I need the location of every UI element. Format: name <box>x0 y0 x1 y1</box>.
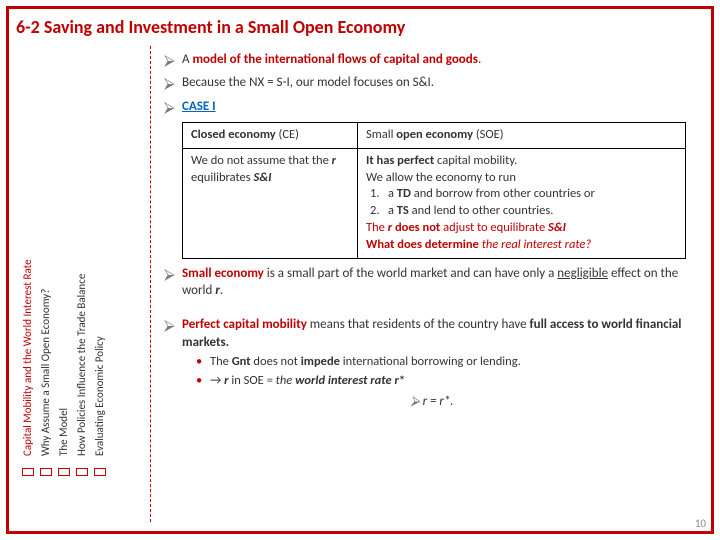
text-emph: model of the international flows of capi… <box>192 52 478 67</box>
bullet-icon: ⮚ <box>164 51 182 71</box>
bullet-text: Perfect capital mobility means that resi… <box>182 316 700 351</box>
text: Closed economy <box>191 127 276 142</box>
text: * <box>399 373 405 388</box>
bullet-row: ⮚ Because the NX = S-I, our model focuse… <box>164 74 700 94</box>
text: A <box>182 52 192 67</box>
table-row: Closed economy (CE) Small open economy (… <box>183 122 686 148</box>
text: means that residents of the country have <box>307 317 530 332</box>
sub-bullet-icon: • <box>196 373 210 390</box>
sub-bullet-text: The Gnt does not impede international bo… <box>210 354 700 371</box>
bullet-icon: ⮚ <box>410 393 419 408</box>
text: Perfect capital mobility <box>182 317 307 332</box>
text: negligible <box>557 266 608 281</box>
text: capital mobility. <box>434 153 517 168</box>
text: international borrowing or lending. <box>340 354 521 369</box>
text: open economy <box>396 127 473 142</box>
table-header-cell: Small open economy (SOE) <box>358 122 686 148</box>
bullet-text: Small economy is a small part of the wor… <box>182 265 700 300</box>
text: the real interest rate? <box>482 237 592 252</box>
text: = the <box>267 373 295 388</box>
bullet-icon: ⮚ <box>164 316 182 351</box>
bullet-text: Because the NX = S-I, our model focuses … <box>182 74 700 94</box>
text: (CE) <box>276 127 299 142</box>
text: . <box>478 52 481 67</box>
content-area: ⮚ A model of the international flows of … <box>164 48 700 410</box>
bullet-row: ⮚ Perfect capital mobility means that re… <box>164 316 700 351</box>
sidebar-item-label: Capital Mobility and the World Interest … <box>21 259 34 456</box>
table-header-cell: Closed economy (CE) <box>183 122 358 148</box>
sub-bullet: • → r in SOE = the world interest rate r… <box>196 373 700 390</box>
table-cell: We do not assume that the r equilibrates… <box>183 148 358 258</box>
bullet-icon: ⮚ <box>164 98 182 118</box>
page-number: 10 <box>695 517 706 530</box>
sidebar-box-icon <box>58 468 70 476</box>
text: a <box>388 186 397 201</box>
bullet-row: ⮚ A model of the international flows of … <box>164 51 700 71</box>
text: is a small part of the world market and … <box>264 266 557 281</box>
text: The <box>366 220 388 235</box>
sidebar-box-icon <box>94 468 106 476</box>
case-link: CASE I <box>182 98 700 118</box>
text: impede <box>301 354 340 369</box>
sidebar-item-label: How Policies Influence the Trade Balance <box>75 274 88 456</box>
sidebar-box-icon <box>76 468 88 476</box>
text: Small <box>366 127 396 142</box>
text: → <box>210 373 224 388</box>
text: adjust to equilibrate <box>440 220 548 235</box>
text: S&I <box>548 220 566 235</box>
text: in SOE <box>229 373 267 388</box>
text: S&I <box>254 170 272 185</box>
sidebar-box-icon <box>22 468 34 476</box>
line: The r does not adjust to equilibrate S&I <box>366 220 677 237</box>
text: a <box>388 203 397 218</box>
spacer <box>164 303 700 313</box>
sidebar-box-icon <box>40 468 52 476</box>
text: It has perfect <box>366 153 434 168</box>
line: It has perfect capital mobility. <box>366 153 677 170</box>
sidebar-item-label: Why Assume a Small Open Economy? <box>39 289 52 456</box>
equation-text: r = r*. <box>420 394 454 409</box>
text: world interest rate r <box>295 373 399 388</box>
text: (SOE) <box>473 127 504 142</box>
bullet-row: ⮚ CASE I <box>164 98 700 118</box>
text: TS <box>397 203 409 218</box>
line: What does determine the real interest ra… <box>366 237 677 254</box>
bullet-icon: ⮚ <box>164 74 182 94</box>
vertical-divider <box>150 46 151 522</box>
sub-bullet: • The Gnt does not impede international … <box>196 354 700 371</box>
text: and borrow from other countries or <box>411 186 595 201</box>
bullet-row: ⮚ Small economy is a small part of the w… <box>164 265 700 300</box>
table-row: We do not assume that the r equilibrates… <box>183 148 686 258</box>
text: r <box>332 153 336 168</box>
line: We allow the economy to run <box>366 170 677 187</box>
case-label: CASE I <box>182 99 216 114</box>
text: We do not assume that the <box>191 153 332 168</box>
text: does not <box>392 220 440 235</box>
sub-bullet-text: → r in SOE = the world interest rate r* <box>210 373 700 390</box>
text: equilibrates <box>191 170 254 185</box>
text: Gnt <box>232 354 251 369</box>
text: and lend to other countries. <box>409 203 554 218</box>
bullet-text: A model of the international flows of ca… <box>182 51 700 71</box>
text: What does determine <box>366 237 482 252</box>
equation-line: ⮚ r = r*. <box>164 392 700 411</box>
sidebar-nav: Capital Mobility and the World Interest … <box>22 76 132 456</box>
text: Small economy <box>182 266 264 281</box>
text: TD <box>397 186 411 201</box>
slide-title: 6-2 Saving and Investment in a Small Ope… <box>16 16 405 38</box>
sidebar-item-label: Evaluating Economic Policy <box>93 336 106 456</box>
line: 2. a TS and lend to other countries. <box>366 203 677 220</box>
line: 1. a TD and borrow from other countries … <box>366 186 677 203</box>
bullet-icon: ⮚ <box>164 265 182 300</box>
text: . <box>220 283 223 298</box>
sidebar-item-label: The Model <box>57 408 70 456</box>
sub-bullet-icon: • <box>196 354 210 371</box>
text: does not <box>251 354 301 369</box>
comparison-table: Closed economy (CE) Small open economy (… <box>182 122 686 259</box>
table-cell: It has perfect capital mobility. We allo… <box>358 148 686 258</box>
text: The <box>210 354 232 369</box>
